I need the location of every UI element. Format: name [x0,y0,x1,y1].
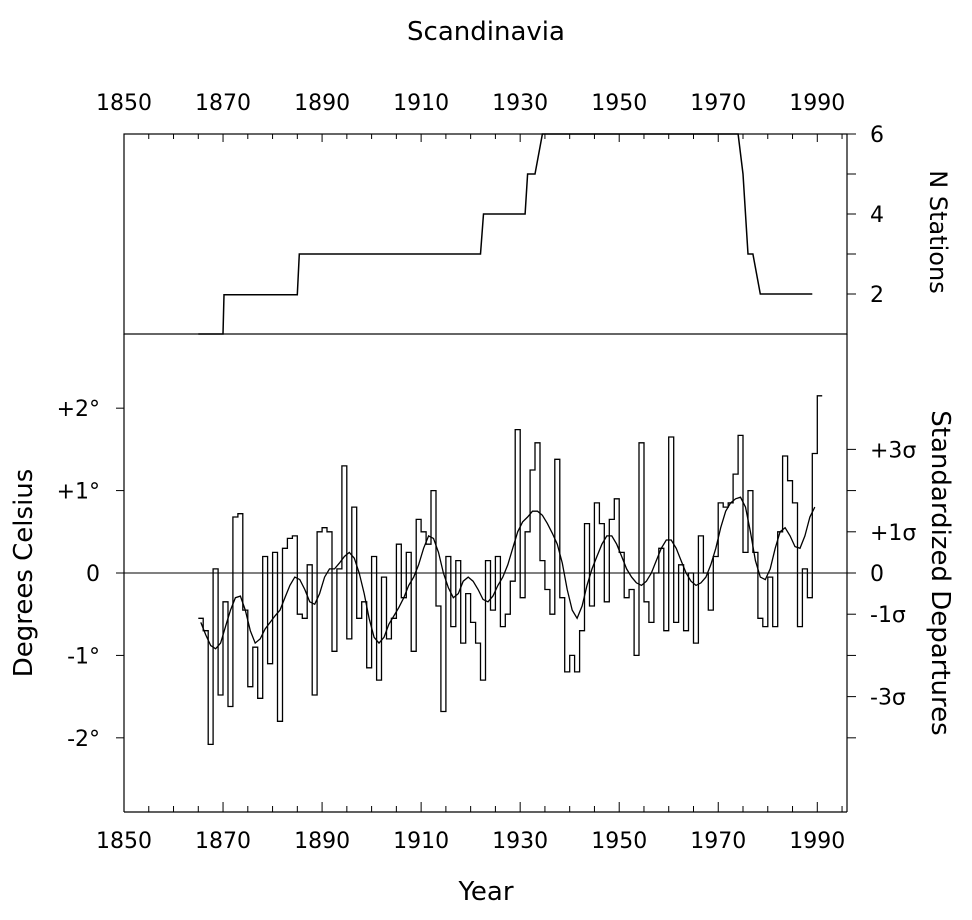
top-x-tick-labels: 1850 1870 1890 1910 1930 1950 1970 1990 [96,91,845,116]
stations-series-line [198,133,813,335]
y-axis-label-standardized: Standardized Departures [925,410,955,735]
left-y-tick-label: +1° [57,480,100,505]
top-x-tick-label: 1950 [591,91,647,116]
right-y-tick-label: -1σ [870,603,906,628]
bottom-x-tick-label: 1850 [96,829,152,854]
bottom-x-tick-label: 1970 [690,829,746,854]
stations-y-ticks [847,133,856,295]
bottom-x-tick-label: 1950 [591,829,647,854]
bottom-x-tick-label: 1910 [393,829,449,854]
temperature-panel: +2° +1° 0 -1° -2° +3σ +1σ 0 -1σ -3σ 1850 1870 1890… [57,334,916,854]
chart-title: Scandinavia [407,17,565,47]
y-axis-label-celsius: Degrees Celsius [9,469,39,678]
stations-panel: 2 4 6 [123,123,884,335]
top-x-tick-label: 1930 [492,91,548,116]
bottom-x-ticks [123,802,843,812]
left-y-tick-label: 0 [86,562,100,587]
bottom-x-tick-labels: 1850 1870 1890 1910 1930 1950 1970 1990 [96,829,845,854]
top-x-ticks [123,134,843,142]
bottom-x-tick-label: 1890 [294,829,350,854]
right-y-tick-label: +1σ [870,521,916,546]
x-axis-label: Year [457,877,513,907]
right-y-tick-label: 0 [870,562,884,587]
left-y-ticks [116,407,124,739]
stations-y-tick-label: 2 [870,283,884,308]
bottom-x-tick-label: 1930 [492,829,548,854]
left-y-tick-label: -1° [67,644,100,669]
left-y-tick-labels: +2° +1° 0 -1° -2° [57,397,100,752]
smoothed-curve [200,496,816,650]
top-x-tick-label: 1990 [789,91,845,116]
right-y-tick-labels: +3σ +1σ 0 -1σ -3σ [870,438,916,710]
stations-axis-label: N Stations [924,170,952,293]
stations-y-tick-label: 4 [870,203,884,228]
top-x-tick-label: 1870 [195,91,251,116]
right-y-ticks [847,448,856,739]
top-x-tick-label: 1970 [690,91,746,116]
stations-y-tick-labels: 2 4 6 [870,123,884,308]
top-x-tick-label: 1850 [96,91,152,116]
stations-panel-frame [123,133,848,335]
left-y-tick-label: +2° [57,397,100,422]
bottom-x-tick-label: 1990 [789,829,845,854]
stations-y-tick-label: 6 [870,123,884,148]
bottom-x-tick-label: 1870 [195,829,251,854]
left-y-tick-label: -2° [67,727,100,752]
annual-anomaly-steps [198,395,823,746]
top-x-tick-label: 1890 [294,91,350,116]
right-y-tick-label: -3σ [870,686,906,711]
top-x-tick-label: 1910 [393,91,449,116]
right-y-tick-label: +3σ [870,438,916,463]
